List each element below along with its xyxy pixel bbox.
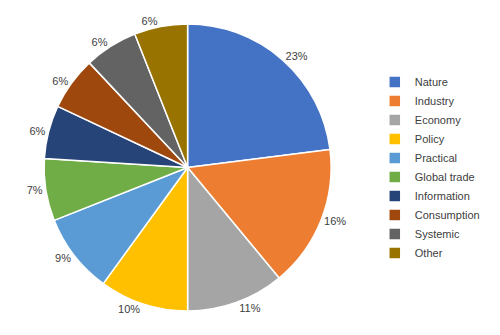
svg-text:10%: 10% [118,303,140,315]
svg-text:Information: Information [415,190,470,202]
svg-text:Other: Other [415,247,443,259]
svg-text:Industry: Industry [415,95,455,107]
svg-text:Practical: Practical [415,152,457,164]
svg-text:11%: 11% [239,302,260,314]
svg-text:9%: 9% [55,252,71,264]
svg-text:Systemic: Systemic [415,228,460,240]
svg-text:Economy: Economy [415,114,461,126]
svg-text:Global trade: Global trade [415,171,475,183]
svg-text:6%: 6% [142,15,158,27]
svg-text:Consumption: Consumption [415,209,480,221]
svg-text:6%: 6% [29,125,45,137]
svg-text:6%: 6% [92,36,108,48]
svg-text:6%: 6% [52,75,68,87]
svg-text:16%: 16% [324,215,346,227]
svg-text:23%: 23% [286,50,308,62]
svg-text:7%: 7% [27,184,43,196]
svg-text:Policy: Policy [415,133,445,145]
svg-text:Nature: Nature [415,76,448,88]
